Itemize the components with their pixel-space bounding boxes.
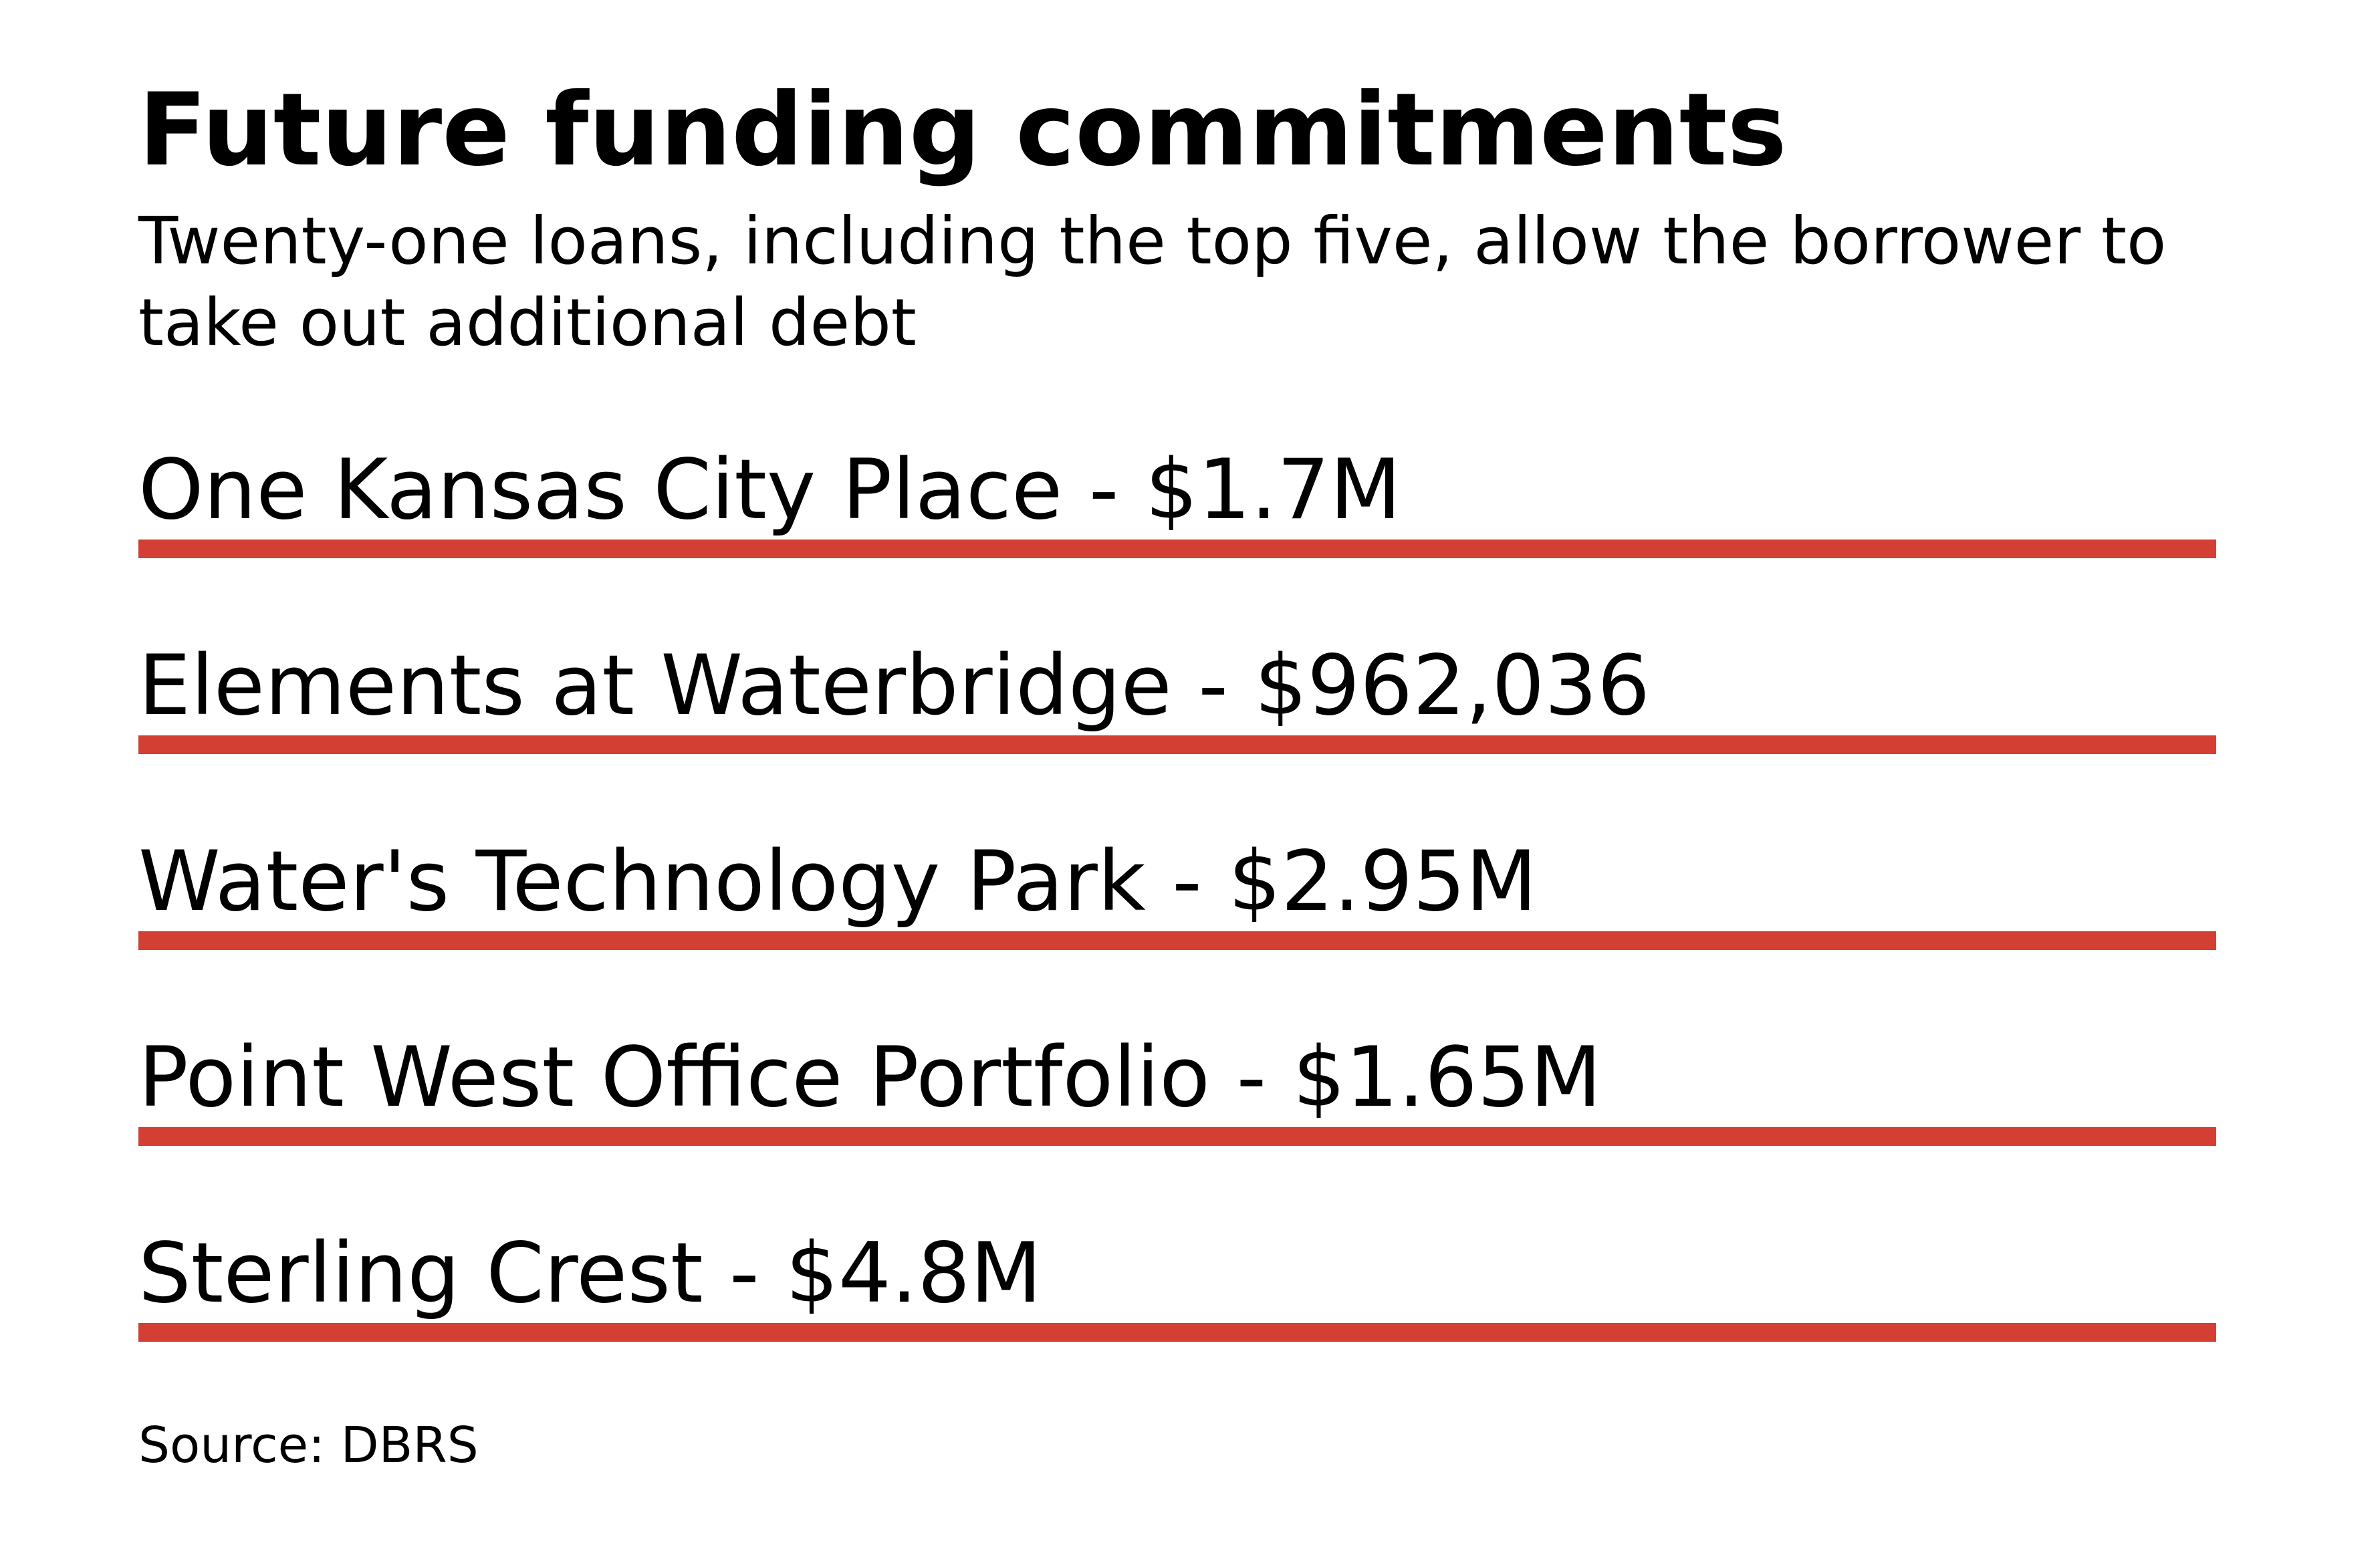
funding-item-bar [138,735,2216,754]
funding-item-label: One Kansas City Place - $1.7M [138,442,1402,538]
source-note: Source: DBRS [138,1417,479,1474]
funding-item-label: Point West Office Portfolio - $1.65M [138,1030,1602,1126]
chart-title: Future funding commitments [138,72,1787,189]
funding-item-label: Water's Technology Park - $2.95M [138,834,1538,930]
funding-item: Point West Office Portfolio - $1.65M [138,1012,2216,1146]
funding-item-label: Sterling Crest - $4.8M [138,1225,1042,1322]
funding-item: One Kansas City Place - $1.7M [138,425,2216,558]
funding-item: Water's Technology Park - $2.95M [138,816,2216,950]
funding-item: Elements at Waterbridge - $962,036 [138,620,2216,754]
funding-item-label: Elements at Waterbridge - $962,036 [138,638,1651,734]
chart-subtitle: Twenty-one loans, including the top five… [138,203,2167,360]
funding-item-bar [138,1323,2216,1342]
funding-item-bar [138,1127,2216,1146]
funding-item: Sterling Crest - $4.8M [138,1208,2216,1342]
funding-item-bar [138,931,2216,950]
funding-item-bar [138,540,2216,558]
